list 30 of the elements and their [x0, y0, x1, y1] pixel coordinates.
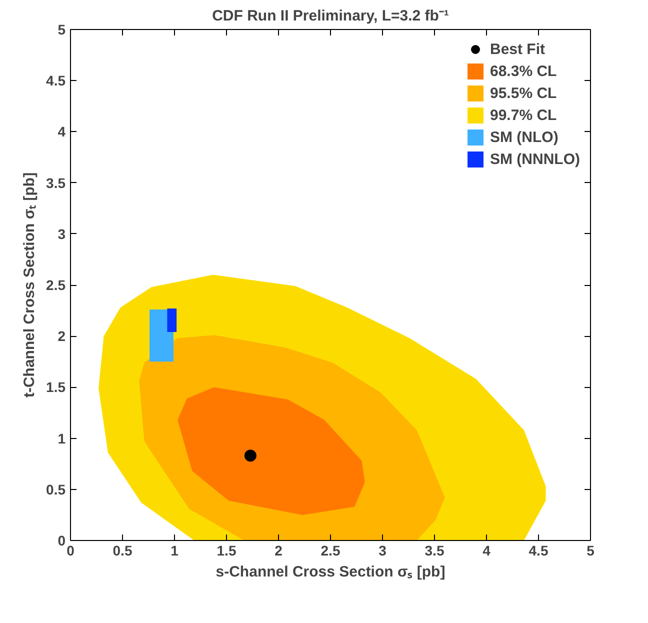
- x-tick-label: 5: [586, 542, 595, 558]
- x-tick-label: 4: [482, 542, 491, 558]
- y-tick-label: 4.5: [46, 72, 66, 89]
- x-tick-label: 3.5: [424, 542, 444, 558]
- y-tick-label: 2: [58, 328, 66, 344]
- x-tick-label: 3: [378, 542, 387, 558]
- y-tick-label: 0.5: [46, 481, 66, 498]
- y-tick-label: 3.5: [46, 174, 66, 191]
- legend-label: 99.7% CL: [490, 106, 557, 124]
- x-tick-label: 4.5: [528, 542, 548, 558]
- y-axis-title: t-Channel Cross Section σₜ [pb]: [21, 172, 38, 398]
- legend-label: SM (NLO): [490, 128, 558, 146]
- x-tick-label: 1: [170, 542, 179, 558]
- legend-label: 95.5% CL: [490, 84, 557, 102]
- legend-label: 68.3% CL: [490, 62, 557, 80]
- x-tick-label: 1.5: [216, 542, 236, 558]
- x-tick-label: 0.5: [112, 542, 132, 558]
- chart-title: CDF Run II Preliminary, L=3.2 fb⁻¹: [212, 8, 449, 24]
- y-tick-label: 1.5: [46, 379, 66, 396]
- legend-label: SM (NNNLO): [490, 150, 580, 168]
- y-tick-label: 2.5: [46, 277, 66, 293]
- x-tick-label: 2: [274, 542, 283, 558]
- legend-label: Best Fit: [490, 40, 546, 58]
- y-tick-label: 3: [58, 226, 66, 242]
- x-tick-label: 2.5: [320, 542, 340, 558]
- y-tick-label: 4: [58, 124, 66, 140]
- y-tick-label: 5: [58, 22, 66, 38]
- y-tick-label: 0: [58, 532, 66, 548]
- x-axis-title: s-Channel Cross Section σₛ [pb]: [216, 564, 446, 580]
- y-tick-label: 1: [58, 430, 66, 446]
